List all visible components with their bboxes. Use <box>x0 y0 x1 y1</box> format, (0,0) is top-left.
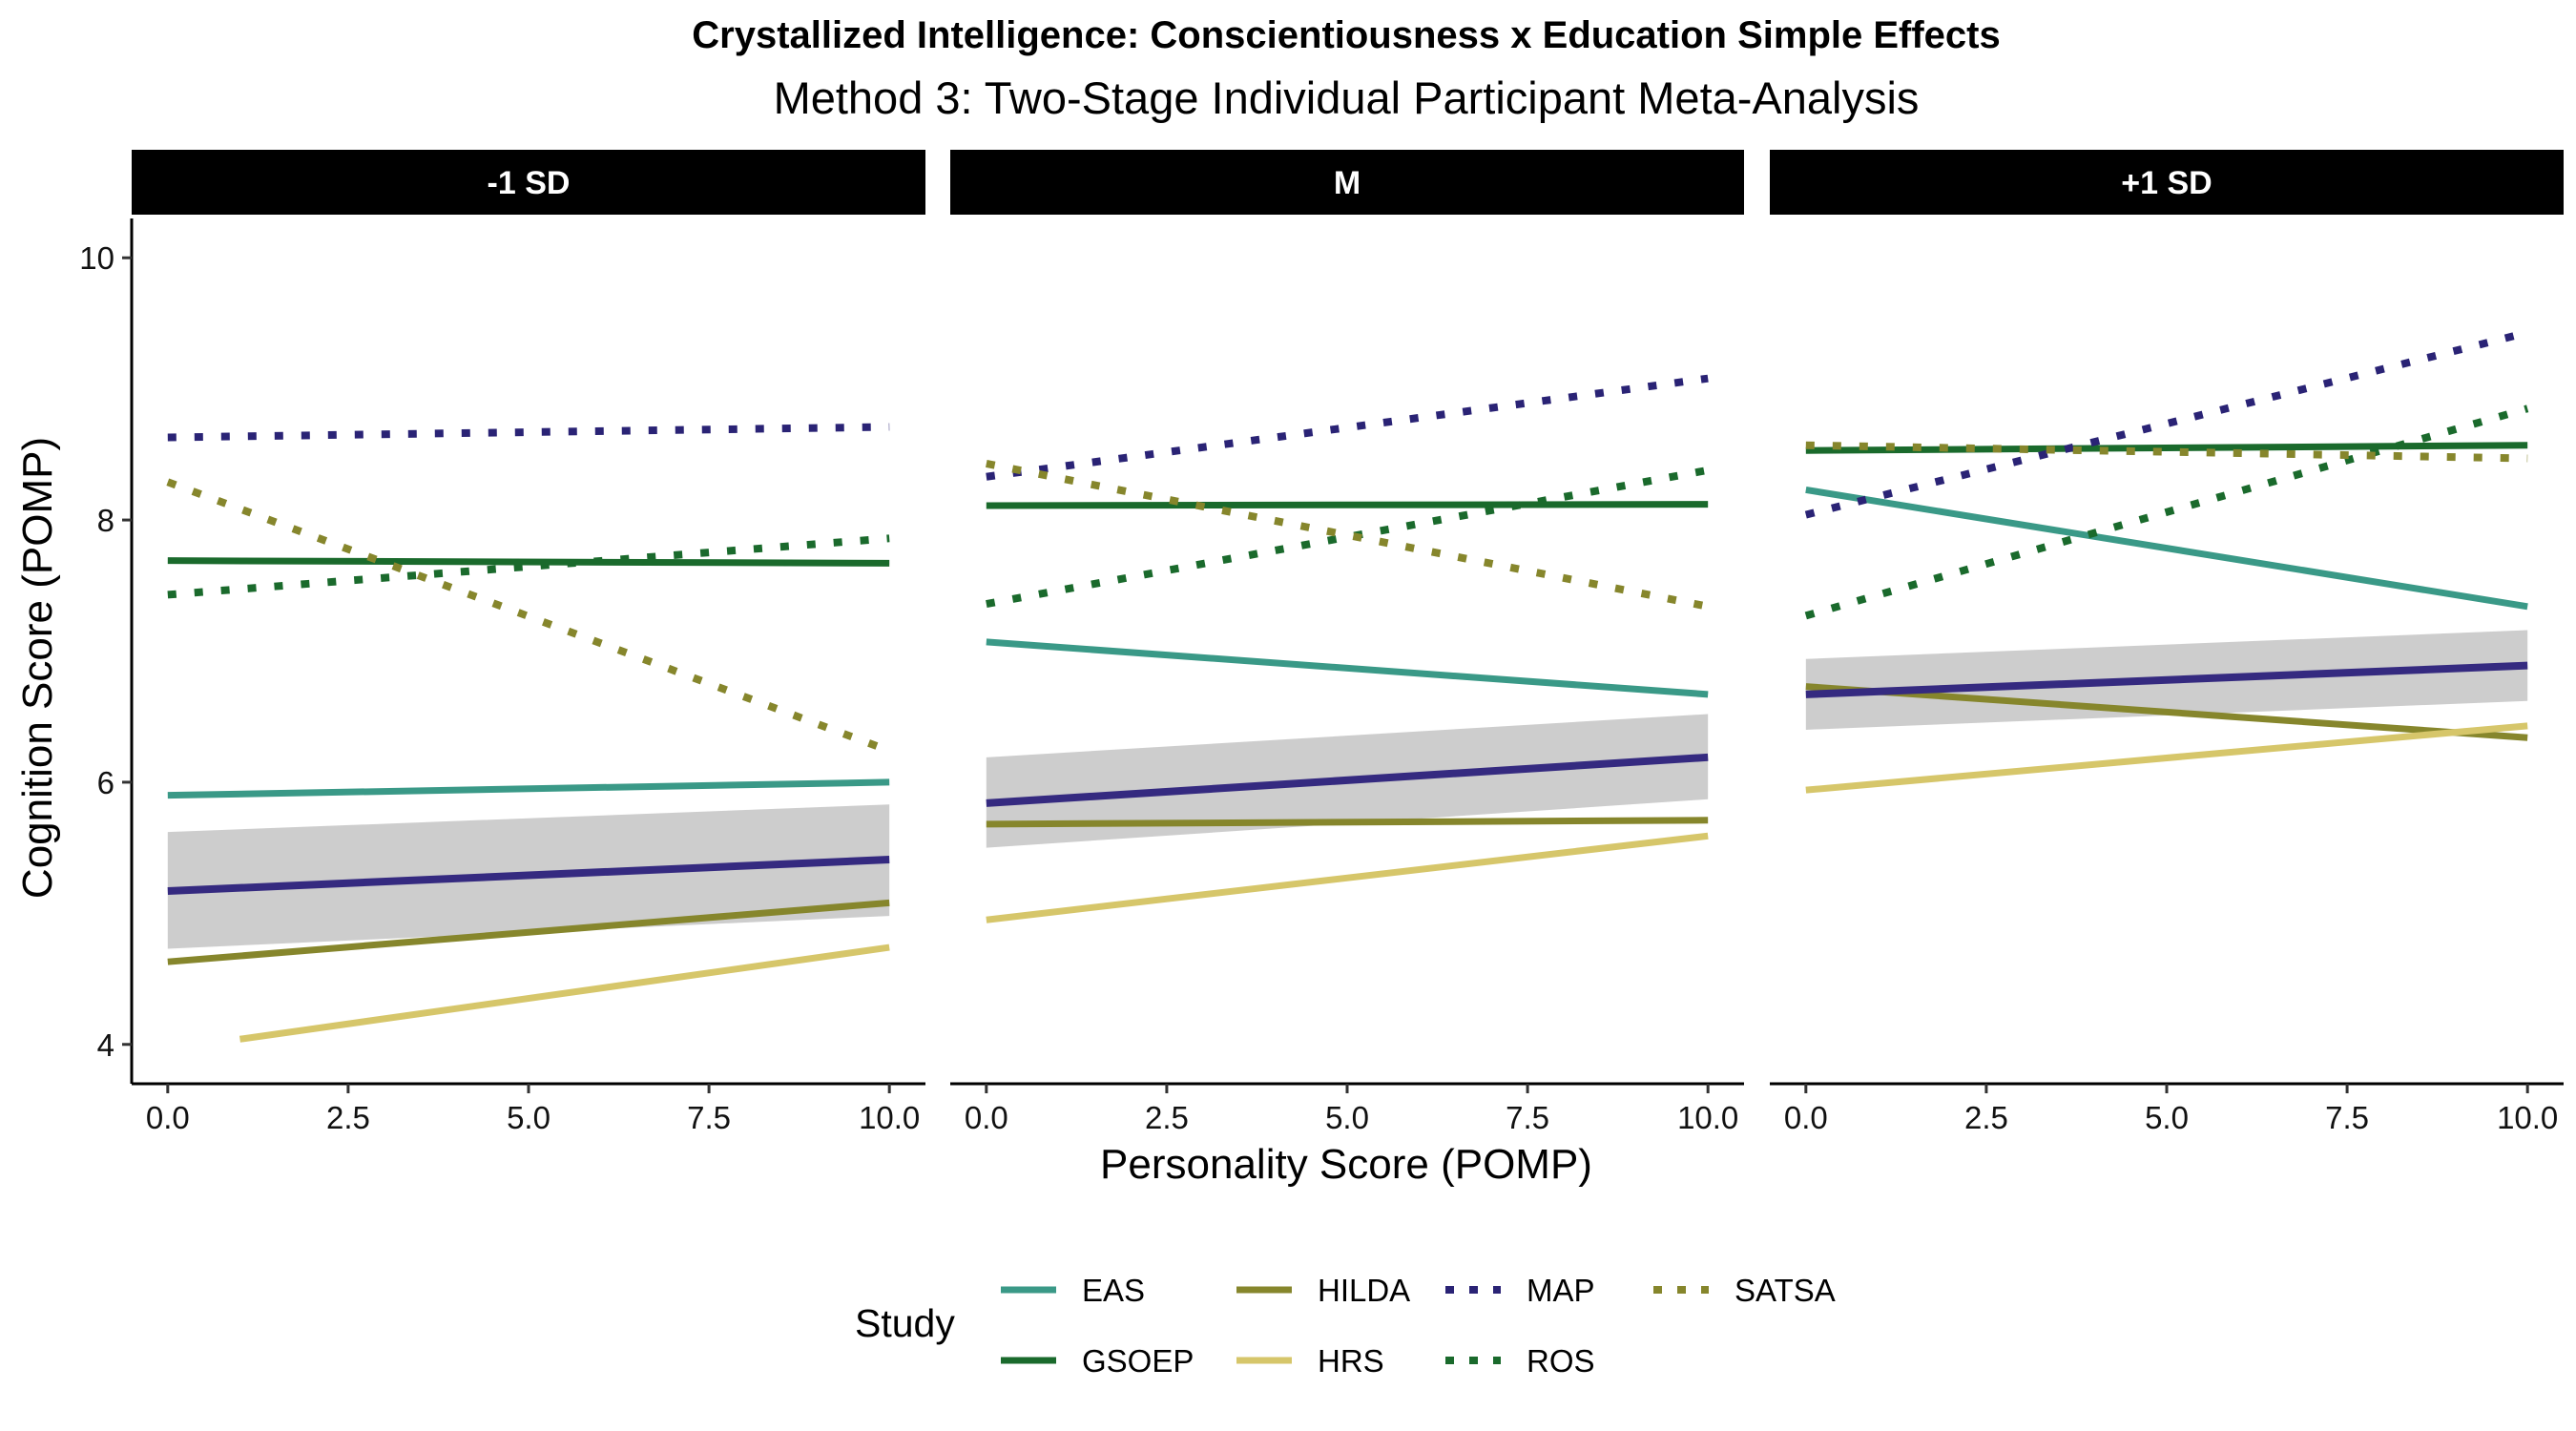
overall-effect-line <box>986 753 1709 807</box>
series-line-hrs <box>1805 722 2528 794</box>
facet-strip-label: +1 SD <box>2121 165 2212 201</box>
x-tick-label: 7.5 <box>2325 1100 2369 1135</box>
x-tick-label: 10.0 <box>2497 1100 2558 1135</box>
overall-effect-line <box>1805 661 2528 698</box>
y-tick-label: 4 <box>97 1027 114 1063</box>
chart-subtitle: Method 3: Two-Stage Individual Participa… <box>774 73 1920 123</box>
facet-panels: -1 SD 0.0 2.5 5.0 7.5 10.0 4 6 8 10 M 0.0 2.5 5.0 7.5 1… <box>79 150 2564 1135</box>
x-tick-label: 7.5 <box>1506 1100 1549 1135</box>
legend-item-hrs: HRS <box>1236 1343 1384 1379</box>
series-line-hilda <box>1805 683 2528 741</box>
overall-effect-line <box>167 856 890 895</box>
facet-strip-label: M <box>1334 165 1361 201</box>
x-tick-label: 0.0 <box>965 1100 1008 1135</box>
series-line-eas <box>1805 487 2528 611</box>
legend-label: HRS <box>1318 1343 1384 1379</box>
y-tick-label: 8 <box>97 503 114 538</box>
y-tick-label: 6 <box>97 765 114 800</box>
series-line-map <box>167 423 890 442</box>
legend-label: GSOEP <box>1082 1343 1194 1379</box>
facet-strip <box>1770 150 2564 215</box>
x-tick-label: 7.5 <box>687 1100 731 1135</box>
x-tick-label: 2.5 <box>1964 1100 2008 1135</box>
series-line-eas <box>167 778 890 799</box>
x-tick-label: 0.0 <box>146 1100 190 1135</box>
legend-item-gsoep: GSOEP <box>1001 1343 1194 1379</box>
facet-panel-m: M 0.0 2.5 5.0 7.5 10.0 <box>950 150 1744 1135</box>
legend-title: Study <box>855 1301 955 1345</box>
series-line-hilda <box>167 899 890 965</box>
series-line-ros <box>986 466 1709 608</box>
legend-item-eas: EAS <box>1001 1273 1145 1308</box>
series-line-ros <box>1804 404 2529 620</box>
facet-panel-1-sd: +1 SD 0.0 2.5 5.0 7.5 10.0 <box>1770 150 2564 1135</box>
series-line-ros <box>167 534 890 599</box>
x-tick-label: 2.5 <box>326 1100 370 1135</box>
x-axis-title: Personality Score (POMP) <box>1100 1141 1592 1188</box>
series-line-eas <box>986 638 1709 698</box>
series-line-gsoep <box>1805 442 2528 454</box>
series-line-map <box>1804 328 2529 519</box>
y-tick-label: 10 <box>79 240 114 276</box>
facet-strip-label: -1 SD <box>488 165 571 201</box>
legend-item-map: MAP <box>1445 1273 1595 1308</box>
legend-item-satsa: SATSA <box>1653 1273 1836 1308</box>
series-line-hrs <box>239 944 890 1043</box>
series-line-gsoep <box>986 501 1709 509</box>
series-line-gsoep <box>167 557 890 567</box>
facet-strip <box>132 150 925 215</box>
legend-item-hilda: HILDA <box>1236 1273 1410 1308</box>
series-line-hilda <box>986 817 1709 828</box>
series-line-satsa <box>166 478 891 755</box>
legend-label: HILDA <box>1318 1273 1410 1308</box>
x-tick-label: 10.0 <box>859 1100 920 1135</box>
x-tick-label: 5.0 <box>1325 1100 1369 1135</box>
legend-item-ros: ROS <box>1445 1343 1595 1379</box>
legend-label: SATSA <box>1735 1273 1836 1308</box>
x-tick-label: 0.0 <box>1784 1100 1828 1135</box>
chart-title: Crystallized Intelligence: Conscientious… <box>692 14 2000 56</box>
legend: Study EAS GSOEP HILDA HRS MAP ROS SATSA <box>855 1273 1836 1379</box>
facet-strip <box>950 150 1744 215</box>
y-axis-title: Cognition Score (POMP) <box>14 437 61 899</box>
facet-panel-1-sd: -1 SD 0.0 2.5 5.0 7.5 10.0 4 6 8 10 <box>79 150 925 1135</box>
legend-label: EAS <box>1082 1273 1145 1308</box>
x-tick-label: 2.5 <box>1145 1100 1189 1135</box>
x-tick-label: 5.0 <box>2145 1100 2189 1135</box>
legend-label: MAP <box>1527 1273 1595 1308</box>
x-tick-label: 10.0 <box>1677 1100 1738 1135</box>
legend-label: ROS <box>1527 1343 1595 1379</box>
series-line-hrs <box>986 832 1709 923</box>
x-tick-label: 5.0 <box>507 1100 551 1135</box>
series-line-map <box>986 374 1709 481</box>
